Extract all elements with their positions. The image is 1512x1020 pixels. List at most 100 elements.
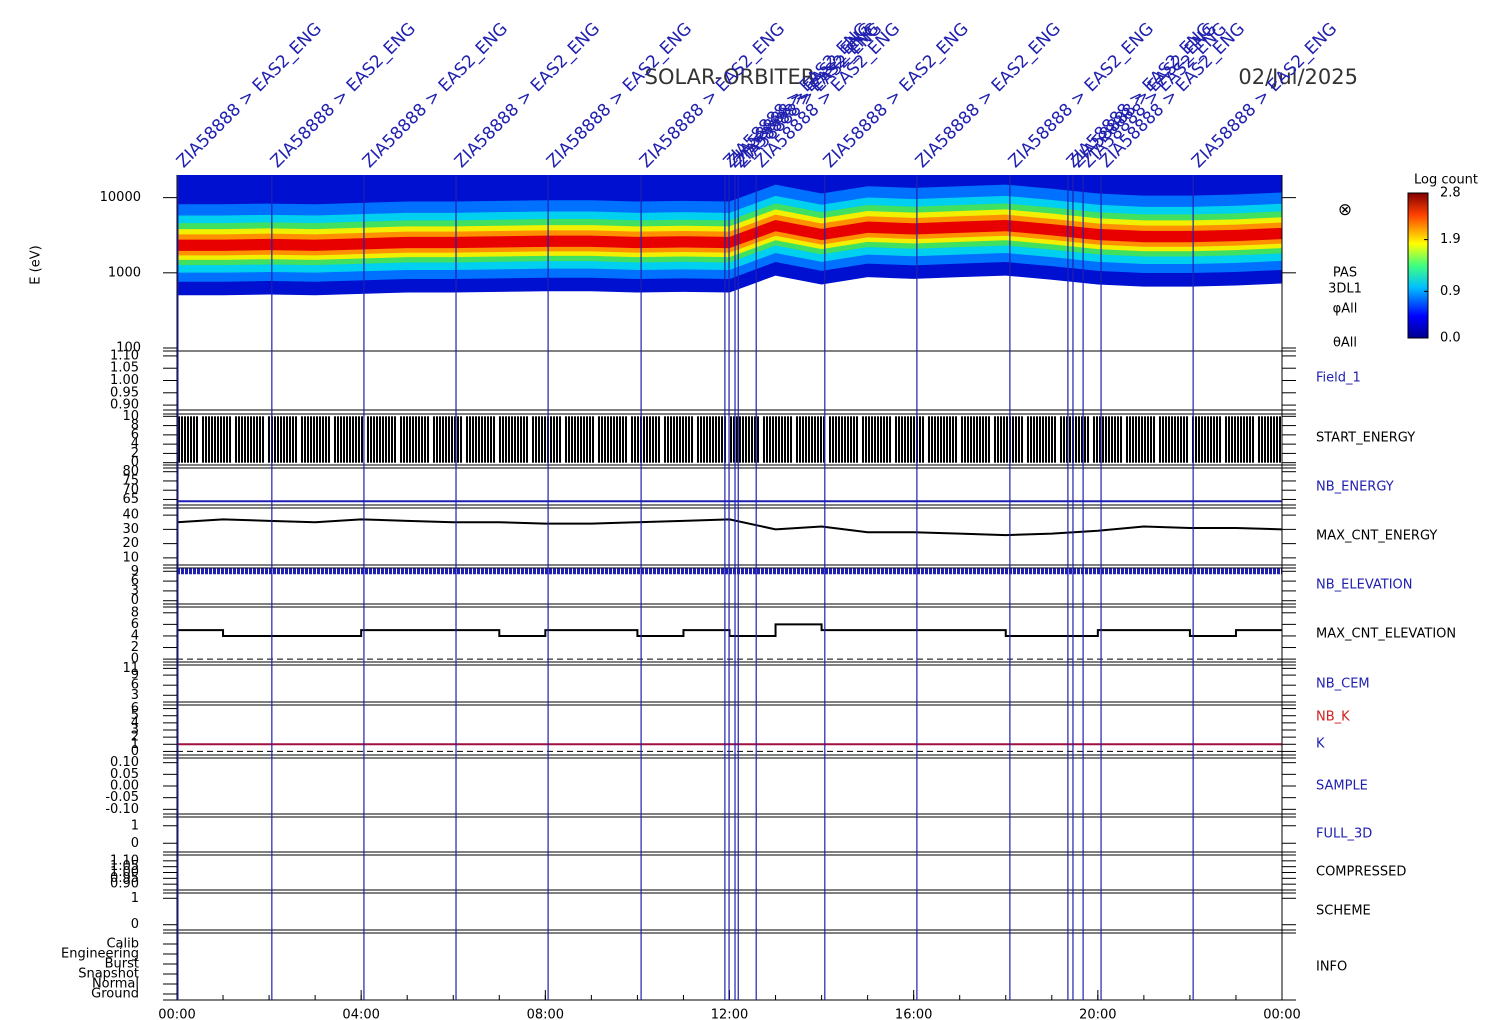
x-tick-label: 04:00 [342, 1008, 379, 1020]
y-tick-label: 0 [131, 744, 139, 759]
panel-label: NB_CEM [1316, 677, 1370, 692]
y-tick-label: 1.05 [110, 361, 139, 376]
chart-title: SOLAR-ORBITER [645, 65, 816, 89]
y-tick-label: 0 [131, 455, 139, 470]
y-tick-label: 1.00 [110, 373, 139, 388]
y-tick-label: 1 [131, 737, 139, 752]
x-tick-label: 12:00 [711, 1008, 748, 1020]
y-tick-label: 9 [131, 668, 139, 683]
y-tick-label: 1 [131, 818, 139, 833]
panel-label: SAMPLE [1316, 779, 1368, 794]
y-tick-label: 0 [131, 652, 139, 667]
y-tick-label: 2 [131, 640, 139, 655]
date: 02/Jul/2025 [1238, 65, 1358, 89]
y-tick-label: 5 [131, 708, 139, 723]
y-tick-label: 20 [122, 536, 139, 551]
panel-label: INFO [1316, 960, 1347, 975]
y-tick-label: Calib [106, 937, 139, 952]
x-tick-label: 20:00 [1079, 1008, 1116, 1020]
colorbar-tick-label: 0.9 [1440, 284, 1461, 299]
y-tick-label: 1000 [108, 265, 141, 280]
y-tick-label: 6 [131, 678, 139, 693]
y-tick-label: 80 [122, 464, 139, 479]
colorbar-tick-label: 0.0 [1440, 331, 1461, 346]
y-tick-label: 0.95 [110, 385, 139, 400]
panel-label: Field_1 [1316, 371, 1361, 386]
y-tick-label: 9 [131, 564, 139, 579]
y-tick-label: 6 [131, 701, 139, 716]
y-axis-title: E (eV) [29, 245, 44, 284]
y-tick-label: 0 [131, 836, 139, 851]
y-tick-label: 2 [131, 730, 139, 745]
y-tick-label: Snapshot [78, 967, 139, 982]
x-tick-label: 08:00 [527, 1008, 564, 1020]
y-tick-label: Normal [92, 977, 139, 992]
y-tick-label: 1.10 [110, 348, 139, 363]
panel-label: NB_K [1316, 710, 1350, 725]
y-tick-label: 0 [131, 917, 139, 932]
panel-label: MAX_CNT_ENERGY [1316, 529, 1437, 544]
y-tick-label: 1.05 [110, 859, 139, 874]
y-tick-label: 6 [131, 617, 139, 632]
y-tick-label: 6 [131, 574, 139, 589]
y-tick-label: 30 [122, 522, 139, 537]
y-tick-label: 10000 [100, 190, 141, 205]
y-tick-label: Ground [91, 987, 139, 1002]
y-tick-label: 4 [131, 715, 139, 730]
y-tick-label: 100 [116, 341, 141, 356]
y-tick-label: 6 [131, 427, 139, 442]
y-tick-label: 0.10 [110, 755, 139, 770]
y-tick-label: 0.90 [110, 877, 139, 892]
energy-band [177, 219, 1282, 251]
event-label: ZIA58888 > EAS2_ENG [1096, 19, 1249, 172]
y-tick-label: Engineering [61, 947, 139, 962]
y-tick-label: 4 [131, 628, 139, 643]
y-tick-label: 3 [131, 583, 139, 598]
y-tick-label: 1.10 [110, 853, 139, 868]
y-tick-label: 0.95 [110, 871, 139, 886]
symbol: ⊗ [1338, 200, 1352, 220]
y-tick-label: 3 [131, 723, 139, 738]
y-tick-label: 11 [122, 661, 139, 676]
panel-label: NB_ENERGY [1316, 480, 1394, 495]
y-tick-label: 0 [131, 593, 139, 608]
y-tick-label: 10 [122, 409, 139, 424]
colorbar-title: Log count [1414, 173, 1478, 188]
panel-label: NB_ELEVATION [1316, 578, 1413, 593]
y-tick-label: 70 [122, 483, 139, 498]
colorbar-tick-label: 2.8 [1440, 186, 1461, 201]
panel-label: K [1316, 737, 1325, 752]
y-tick-label: 0.00 [110, 779, 139, 794]
y-tick-label: 10 [122, 550, 139, 565]
spectrogram-label: θAll [1333, 336, 1357, 351]
y-tick-label: 4 [131, 437, 139, 452]
y-tick-label: 65 [122, 492, 139, 507]
panel-label: MAX_CNT_ELEVATION [1316, 627, 1456, 642]
colorbar-tick-label: 1.9 [1440, 232, 1461, 247]
panel-label: SCHEME [1316, 904, 1371, 919]
y-tick-label: 0.05 [110, 767, 139, 782]
y-tick-label: -0.10 [105, 802, 139, 817]
y-tick-label: 0.90 [110, 398, 139, 413]
spectrogram-label: φAll [1333, 302, 1358, 317]
panel-label: COMPRESSED [1316, 865, 1406, 880]
y-tick-label: 1.00 [110, 865, 139, 880]
y-tick-label: 1 [131, 891, 139, 906]
y-tick-label: 8 [131, 605, 139, 620]
y-tick-label: 40 [122, 508, 139, 523]
y-tick-label: 3 [131, 688, 139, 703]
y-tick-label: 75 [122, 473, 139, 488]
x-tick-label: 00:00 [158, 1008, 195, 1020]
colorbar [1407, 192, 1429, 339]
panel-label: FULL_3D [1316, 827, 1372, 842]
y-tick-label: 8 [131, 418, 139, 433]
y-tick-label: Burst [105, 957, 139, 972]
x-tick-label: 16:00 [895, 1008, 932, 1020]
panel-label: START_ENERGY [1316, 431, 1415, 446]
y-tick-label: -0.05 [105, 790, 139, 805]
spectrogram-label: PAS [1333, 266, 1357, 281]
x-tick-label: 00:00 [1263, 1008, 1300, 1020]
y-tick-label: 2 [131, 446, 139, 461]
